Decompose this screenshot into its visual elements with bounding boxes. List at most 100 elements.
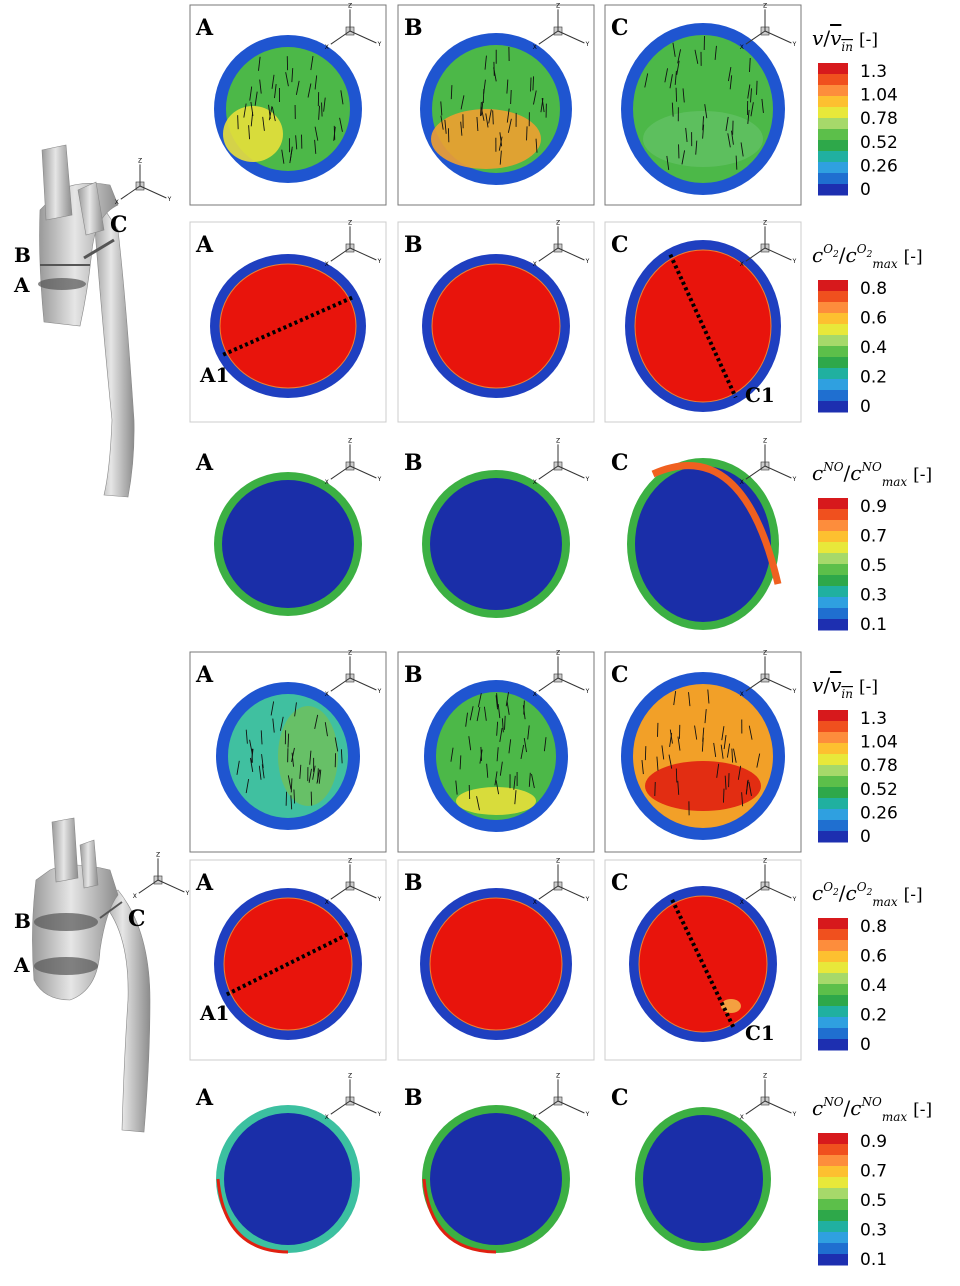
colorbar-band <box>818 721 848 733</box>
colorbar-band <box>818 173 848 185</box>
colorbar-band <box>818 357 848 369</box>
triad-axis <box>538 677 559 692</box>
velocity-arrow <box>656 756 659 771</box>
velocity-arrow <box>756 80 758 95</box>
velocity-arrow <box>237 115 239 130</box>
velocity-arrow <box>540 98 544 113</box>
colorbar-band <box>818 787 848 799</box>
colorbar-band <box>818 368 848 380</box>
velocity-arrow <box>314 714 319 729</box>
velocity-arrow <box>702 116 705 131</box>
colorbar-band <box>818 129 848 141</box>
colorbar-band <box>818 291 848 303</box>
velocity-arrow <box>476 796 480 811</box>
section-label: A1 <box>199 363 229 387</box>
section-line <box>668 253 738 399</box>
velocity-arrow <box>314 139 317 154</box>
model-section-label: B <box>14 909 31 933</box>
velocity-arrow <box>459 755 462 770</box>
colorbar-band <box>818 820 848 832</box>
colorbar-tick-label: 0.52 <box>860 780 898 800</box>
velocity-arrow <box>287 733 290 748</box>
legend-title-part: O <box>857 880 867 894</box>
velocity-arrow <box>669 732 673 748</box>
velocity-arrow <box>262 116 265 131</box>
legend-title-part: in <box>841 687 853 701</box>
velocity-arrow <box>486 763 489 778</box>
velocity-arrow <box>694 725 698 740</box>
velocity-arrow <box>726 743 731 758</box>
velocity-arrow <box>499 150 502 165</box>
triad-axis <box>349 30 377 44</box>
velocity-arrow <box>523 737 527 753</box>
panel-label: B <box>404 15 423 41</box>
triad-label: X <box>325 479 329 486</box>
legend-title-part: c <box>812 881 823 905</box>
velocity-arrow <box>694 49 699 64</box>
velocity-arrow <box>685 127 688 142</box>
velocity-arrow <box>695 140 698 155</box>
velocity-arrow <box>675 87 678 102</box>
section-line <box>225 931 351 997</box>
velocity-arrow <box>339 117 343 132</box>
triad-axis <box>764 677 792 691</box>
colorbar-band <box>818 597 848 609</box>
colorbar-band <box>818 586 848 598</box>
axis-triad: Y X Z <box>740 857 797 906</box>
triad-label: Z <box>156 851 160 858</box>
section-label: C1 <box>745 383 775 407</box>
triad-axis <box>330 677 351 692</box>
velocity-arrow <box>314 75 318 90</box>
legend-title-part: c <box>812 1096 823 1120</box>
panel-label: C <box>611 662 629 688</box>
colorbar-band <box>818 732 848 744</box>
section-nitric-oxide <box>430 1113 562 1245</box>
colorbar-tick-label: 0 <box>860 397 871 417</box>
axis-triad: Y X Z <box>533 857 590 906</box>
legend-title-part: / <box>823 673 830 697</box>
colorbar-tick-label: 0.1 <box>860 1250 887 1270</box>
triad-axis <box>139 185 167 199</box>
triad-label: X <box>740 479 744 486</box>
legend-title-part: [-] <box>913 1100 932 1120</box>
triad-axis <box>557 465 585 479</box>
legend-title-part: max <box>882 475 908 489</box>
colorbar-tick-label: 0.52 <box>860 133 898 153</box>
section-nitric-oxide <box>643 1115 763 1243</box>
triad-axis <box>349 1100 377 1114</box>
aorta-model-top <box>38 144 135 498</box>
colorbar-band <box>818 984 848 996</box>
colorbar-band <box>818 1155 848 1167</box>
colorbar-band <box>818 710 848 722</box>
velocity-arrow <box>677 736 681 751</box>
colorbar-tick-label: 0.4 <box>860 338 887 358</box>
axis-triad: Y X Z <box>740 437 797 486</box>
velocity-arrow <box>506 700 510 715</box>
triad-axis <box>538 1100 559 1115</box>
legend-title-part: max <box>872 257 898 271</box>
colorbar-band <box>818 346 848 358</box>
velocity-arrow <box>270 701 275 716</box>
triad-label: X <box>325 261 329 268</box>
section-nitric-oxide <box>224 1113 352 1245</box>
triad-label: X <box>133 893 137 900</box>
triad-label: X <box>325 691 329 698</box>
triad-label: Z <box>348 857 352 864</box>
triad-label: Y <box>377 688 382 695</box>
triad-label: X <box>325 1114 329 1121</box>
legend-title-part: v <box>812 673 824 697</box>
triad-label: Z <box>348 219 352 226</box>
velocity-arrow <box>310 55 314 71</box>
panel-label: C <box>611 15 629 41</box>
triad-label: Y <box>585 41 590 48</box>
aorta-model-bottom <box>32 817 151 1133</box>
triad-axis <box>557 885 585 899</box>
concentration-edge <box>216 1178 289 1254</box>
velocity-arrow <box>291 747 295 763</box>
section-oxygen <box>429 897 563 1031</box>
colorbar-tick-label: 0.26 <box>860 156 898 176</box>
velocity-arrow <box>260 730 263 745</box>
colorbar-band <box>818 809 848 821</box>
velocity-arrow <box>641 760 644 775</box>
concentration-edge <box>422 1178 497 1254</box>
